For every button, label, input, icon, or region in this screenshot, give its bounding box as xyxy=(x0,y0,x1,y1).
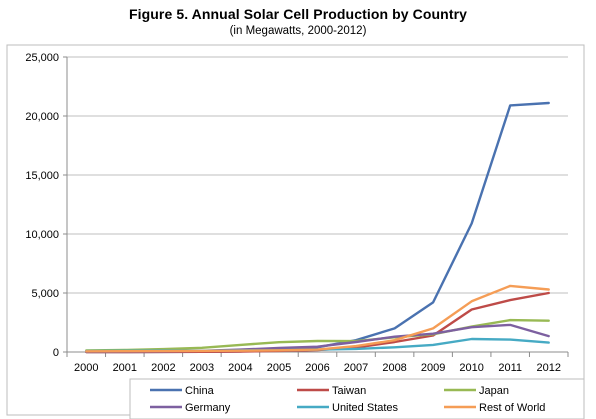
x-tick-label: 2004 xyxy=(228,362,252,374)
y-tick-label: 25,000 xyxy=(25,52,59,64)
x-tick-label: 2000 xyxy=(74,362,98,374)
x-axis-tick-labels: 2000 2001 2002 2003 2004 2005 2006 2007 2008 2009… xyxy=(74,362,561,374)
x-tick-label: 2012 xyxy=(536,362,560,374)
legend-label-germany: Germany xyxy=(185,402,231,414)
x-tick-label: 2002 xyxy=(151,362,175,374)
x-tick-label: 2010 xyxy=(459,362,483,374)
series-line-taiwan xyxy=(85,291,550,354)
x-tick-label: 2001 xyxy=(113,362,137,374)
plot-frame xyxy=(6,44,585,416)
chart-subtitle: (in Megawatts, 2000-2012) xyxy=(229,25,367,37)
x-tick-label: 2011 xyxy=(498,362,522,374)
chart-title: Figure 5. Annual Solar Cell Production b… xyxy=(128,6,468,22)
y-tick-label: 20,000 xyxy=(25,111,59,123)
x-tick-label: 2008 xyxy=(382,362,406,374)
series-line-rest-of-world xyxy=(85,284,550,353)
axes xyxy=(63,56,569,357)
y-tick-label: 15,000 xyxy=(25,170,59,182)
legend: China Taiwan Japan Germany United States Rest… xyxy=(150,385,545,414)
x-tick-label: 2005 xyxy=(267,362,291,374)
legend-box xyxy=(129,378,585,419)
legend-label-united-states: United States xyxy=(332,402,399,414)
y-tick-label: 10,000 xyxy=(25,229,59,241)
legend-label-japan: Japan xyxy=(479,385,509,397)
x-tick-label: 2009 xyxy=(421,362,445,374)
gridlines xyxy=(67,56,568,294)
legend-label-china: China xyxy=(185,385,215,397)
legend-label-rest-of-world: Rest of World xyxy=(479,402,545,414)
x-tick-label: 2003 xyxy=(190,362,214,374)
series-line-china xyxy=(85,101,550,354)
series-lines xyxy=(85,101,550,354)
legend-label-taiwan: Taiwan xyxy=(332,385,366,397)
y-tick-label: 0 xyxy=(53,347,59,359)
x-tick-label: 2006 xyxy=(305,362,329,374)
x-tick-label: 2007 xyxy=(344,362,368,374)
y-tick-label: 5,000 xyxy=(31,288,59,300)
y-axis-tick-labels: 0 5,000 10,000 15,000 20,000 25,000 xyxy=(25,52,59,359)
